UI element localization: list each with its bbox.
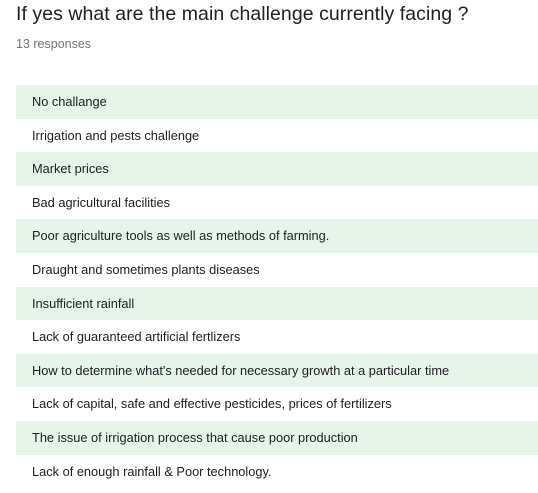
answer-list: No challange Irrigation and pests challe… (16, 85, 538, 489)
list-item: Insufficient rainfall (16, 286, 538, 321)
list-item: Lack of capital, safe and effective pest… (16, 387, 538, 421)
response-count: 13 responses (16, 37, 92, 51)
list-item: The issue of irrigation process that cau… (16, 420, 538, 455)
list-item: No challange (16, 85, 538, 119)
list-item: Poor agriculture tools as well as method… (16, 219, 538, 253)
list-item: How to determine what's needed for neces… (16, 353, 538, 388)
list-item: Bad agricultural facilities (16, 185, 538, 220)
list-item: Market prices (16, 152, 538, 186)
question-title: If yes what are the main challenge curre… (16, 3, 469, 25)
list-item: Irrigation and pests challenge (16, 118, 538, 153)
list-item: Draught and sometimes plants diseases (16, 252, 538, 287)
list-item: Lack of enough rainfall & Poor technolog… (16, 454, 538, 489)
list-item: Lack of guaranteed artificial fertlizers (16, 320, 538, 354)
